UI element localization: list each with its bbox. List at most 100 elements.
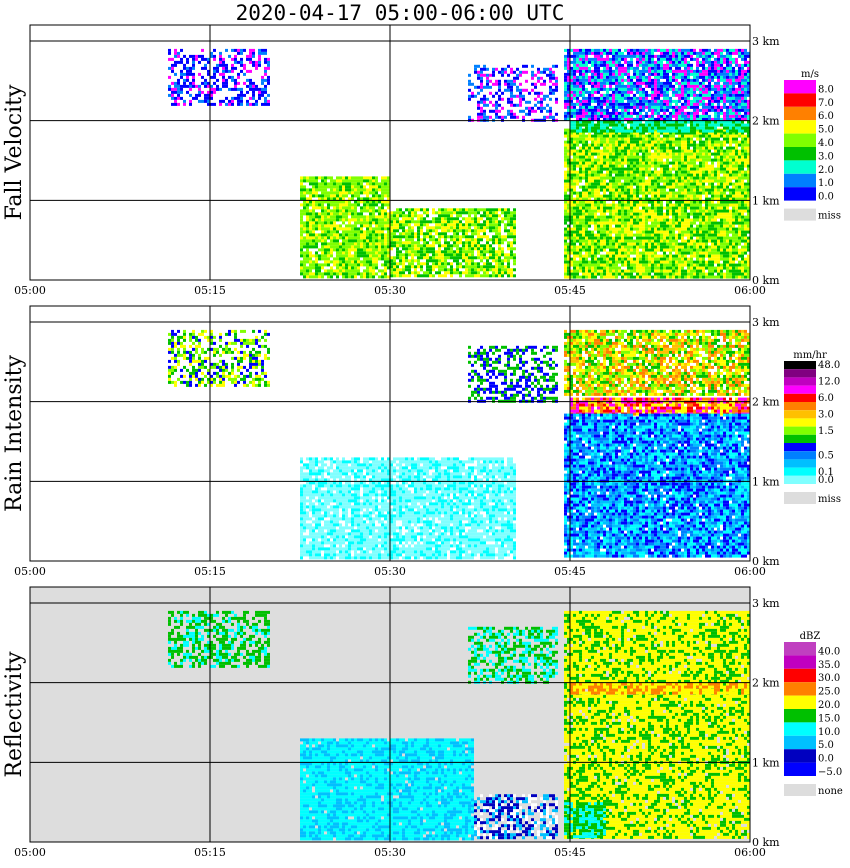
data-cell	[441, 259, 444, 263]
data-cell	[648, 134, 651, 138]
data-cell	[378, 224, 381, 228]
data-cell	[372, 203, 375, 207]
data-cell	[633, 266, 636, 270]
data-cell	[600, 266, 603, 270]
data-cell	[630, 263, 633, 267]
data-cell	[570, 215, 573, 219]
data-cell	[471, 223, 474, 227]
data-cell	[372, 239, 375, 243]
data-cell	[222, 72, 225, 76]
data-cell	[318, 236, 321, 240]
data-cell	[486, 217, 489, 221]
data-cell	[483, 64, 486, 68]
data-cell	[684, 48, 687, 52]
data-cell	[615, 206, 618, 210]
data-cell	[351, 218, 354, 222]
data-cell	[384, 176, 387, 180]
data-cell	[516, 67, 519, 71]
data-cell	[324, 188, 327, 192]
data-cell	[462, 265, 465, 269]
data-cell	[639, 69, 642, 73]
data-cell	[450, 214, 453, 218]
data-cell	[621, 245, 624, 249]
data-cell	[615, 57, 618, 61]
data-cell	[510, 217, 513, 221]
data-cell	[576, 102, 579, 106]
data-cell	[660, 69, 663, 73]
data-cell	[309, 200, 312, 204]
data-cell	[375, 245, 378, 249]
data-cell	[372, 269, 375, 273]
data-cell	[708, 87, 711, 91]
data-cell	[690, 114, 693, 118]
data-cell	[681, 60, 684, 64]
data-cell	[729, 81, 732, 85]
data-cell	[588, 173, 591, 177]
data-cell	[576, 90, 579, 94]
data-cell	[573, 140, 576, 144]
data-cell	[252, 81, 255, 85]
data-cell	[642, 114, 645, 118]
data-cell	[567, 266, 570, 270]
data-cell	[735, 48, 738, 52]
data-cell	[675, 81, 678, 85]
data-cell	[618, 72, 621, 76]
data-cell	[717, 102, 720, 106]
data-cell	[564, 158, 567, 162]
data-cell	[357, 248, 360, 252]
data-cell	[252, 48, 255, 52]
data-cell	[489, 247, 492, 251]
data-cell	[495, 223, 498, 227]
data-cell	[369, 266, 372, 270]
data-cell	[672, 69, 675, 73]
data-cell	[324, 209, 327, 213]
data-cell	[564, 257, 567, 261]
data-cell	[579, 227, 582, 231]
data-cell	[597, 164, 600, 168]
data-cell	[381, 194, 384, 198]
data-cell	[486, 247, 489, 251]
data-cell	[630, 66, 633, 70]
data-cell	[342, 269, 345, 273]
data-cell	[387, 230, 390, 234]
data-cell	[462, 241, 465, 245]
data-cell	[318, 176, 321, 180]
data-cell	[621, 87, 624, 91]
data-cell	[336, 197, 339, 201]
data-cell	[624, 182, 627, 186]
data-cell	[264, 72, 267, 76]
data-cell	[669, 99, 672, 103]
data-cell	[501, 247, 504, 251]
data-cell	[564, 111, 567, 115]
data-cell	[576, 66, 579, 70]
data-cell	[735, 78, 738, 82]
data-cell	[585, 263, 588, 267]
data-cell	[330, 194, 333, 198]
data-cell	[597, 194, 600, 198]
data-cell	[621, 203, 624, 207]
data-cell	[438, 235, 441, 239]
data-cell	[243, 72, 246, 76]
data-cell	[711, 66, 714, 70]
data-cell	[366, 218, 369, 222]
data-cell	[570, 263, 573, 267]
data-cell	[627, 248, 630, 252]
data-cell	[366, 263, 369, 267]
data-cell	[642, 218, 645, 222]
data-cell	[597, 54, 600, 58]
data-cell	[576, 137, 579, 141]
data-cell	[738, 69, 741, 73]
data-cell	[675, 69, 678, 73]
data-cell	[627, 117, 630, 121]
data-cell	[264, 90, 267, 94]
data-cell	[369, 221, 372, 225]
data-cell	[198, 54, 201, 58]
data-cell	[567, 111, 570, 115]
data-cell	[498, 265, 501, 269]
data-cell	[438, 223, 441, 227]
data-cell	[471, 244, 474, 248]
data-cell	[417, 247, 420, 251]
data-cell	[585, 230, 588, 234]
data-cell	[234, 96, 237, 100]
data-cell	[621, 167, 624, 171]
